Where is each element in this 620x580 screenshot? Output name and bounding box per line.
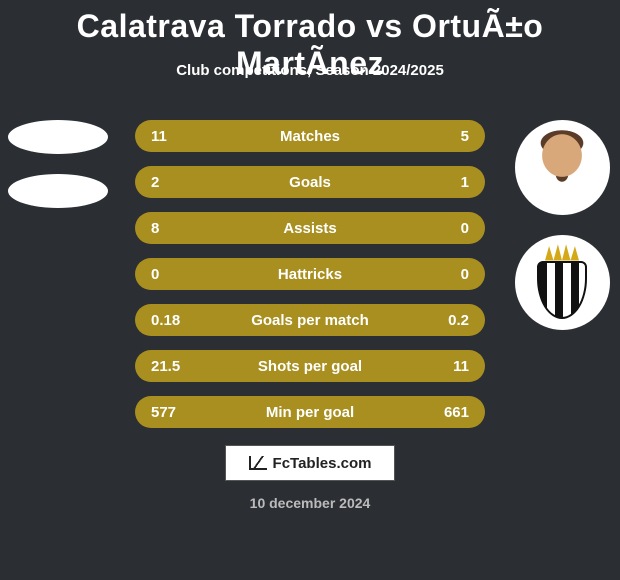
stat-left-value: 2 (151, 174, 221, 191)
stat-left-value: 11 (151, 128, 221, 145)
club-crest-icon (527, 243, 597, 323)
stat-label: Shots per goal (221, 358, 399, 375)
left-player-avatar-placeholder (8, 120, 108, 154)
stat-label: Matches (221, 128, 399, 145)
date-text: 10 december 2024 (0, 495, 620, 511)
stat-left-value: 577 (151, 404, 221, 421)
fctables-chart-icon (249, 456, 267, 470)
crest-shield-icon (537, 261, 587, 319)
stat-label: Assists (221, 220, 399, 237)
stat-row-assists: 8 Assists 0 (135, 212, 485, 244)
stat-row-goals: 2 Goals 1 (135, 166, 485, 198)
stat-right-value: 661 (399, 404, 469, 421)
stat-right-value: 11 (399, 358, 469, 375)
stat-label: Goals (221, 174, 399, 191)
stat-row-matches: 11 Matches 5 (135, 120, 485, 152)
right-player-column (512, 120, 612, 330)
fctables-logo-link[interactable]: FcTables.com (225, 445, 395, 481)
stat-row-min-per-goal: 577 Min per goal 661 (135, 396, 485, 428)
stat-right-value: 5 (399, 128, 469, 145)
stat-left-value: 8 (151, 220, 221, 237)
fctables-logo-text: FcTables.com (273, 455, 372, 472)
stat-right-value: 0.2 (399, 312, 469, 329)
player-head-icon (527, 129, 597, 207)
stat-row-shots-per-goal: 21.5 Shots per goal 11 (135, 350, 485, 382)
stat-right-value: 1 (399, 174, 469, 191)
stat-left-value: 0.18 (151, 312, 221, 329)
stat-left-value: 0 (151, 266, 221, 283)
subtitle: Club competitions, Season 2024/2025 (0, 62, 620, 79)
stat-right-value: 0 (399, 266, 469, 283)
stat-label: Goals per match (221, 312, 399, 329)
right-club-crest (515, 235, 610, 330)
stats-bars: 11 Matches 5 2 Goals 1 8 Assists 0 0 Hat… (135, 120, 485, 428)
stat-row-hattricks: 0 Hattricks 0 (135, 258, 485, 290)
stat-left-value: 21.5 (151, 358, 221, 375)
stat-label: Min per goal (221, 404, 399, 421)
stat-label: Hattricks (221, 266, 399, 283)
stat-row-goals-per-match: 0.18 Goals per match 0.2 (135, 304, 485, 336)
crest-crown-icon (545, 243, 579, 261)
left-club-crest-placeholder (8, 174, 108, 208)
stat-right-value: 0 (399, 220, 469, 237)
right-player-avatar (515, 120, 610, 215)
left-player-column (8, 120, 108, 208)
